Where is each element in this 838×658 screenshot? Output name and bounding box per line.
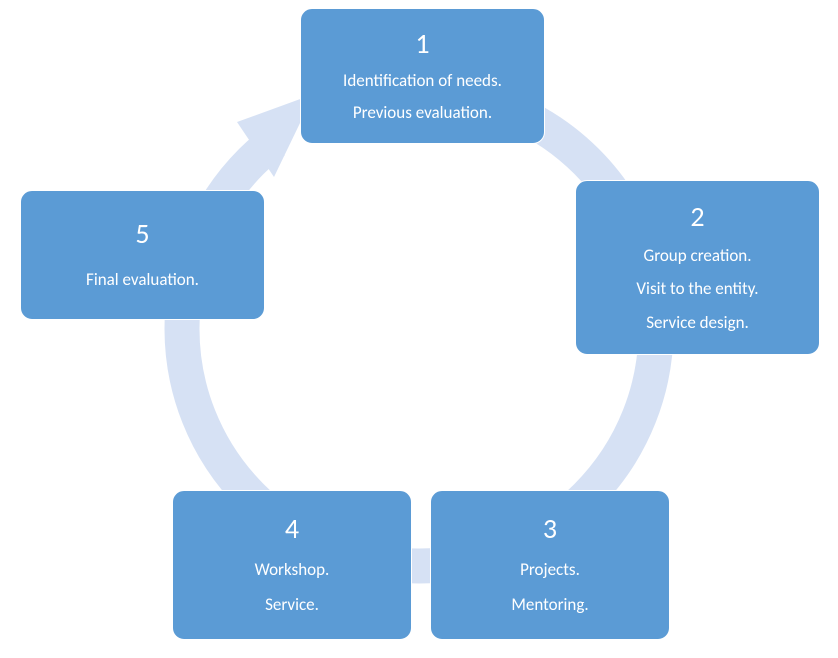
node-number: 3 xyxy=(543,514,557,545)
cycle-node-1: 1 Identification of needs. Previous eval… xyxy=(300,8,545,144)
node-line: Workshop. xyxy=(255,560,330,580)
node-line: Final evaluation. xyxy=(86,270,199,290)
cycle-diagram: 1 Identification of needs. Previous eval… xyxy=(0,0,838,658)
node-number: 4 xyxy=(285,514,299,545)
node-line: Service. xyxy=(265,595,319,615)
cycle-node-2: 2 Group creation. Visit to the entity. S… xyxy=(575,180,820,355)
node-line: Mentoring. xyxy=(511,595,588,615)
cycle-node-3: 3 Projects. Mentoring. xyxy=(430,490,670,640)
node-line: Projects. xyxy=(520,560,580,580)
node-line: Identification of needs. xyxy=(343,71,502,91)
cycle-node-4: 4 Workshop. Service. xyxy=(172,490,412,640)
cycle-node-5: 5 Final evaluation. xyxy=(20,190,265,320)
node-number: 5 xyxy=(135,219,149,250)
node-number: 1 xyxy=(415,29,429,60)
node-line: Group creation. xyxy=(643,246,751,266)
node-number: 2 xyxy=(690,202,704,233)
node-line: Previous evaluation. xyxy=(353,103,492,123)
node-line: Visit to the entity. xyxy=(636,279,758,299)
node-line: Service design. xyxy=(646,313,749,333)
